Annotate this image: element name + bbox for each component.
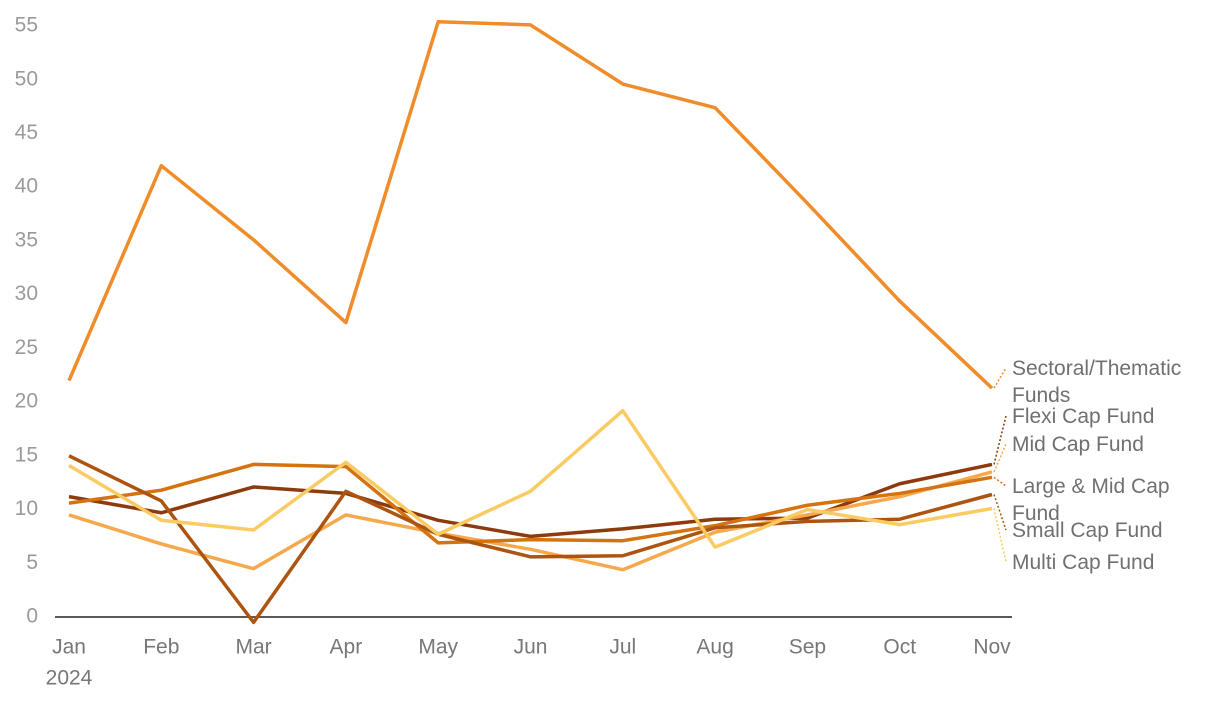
series-label: Flexi Cap Fund [1012, 405, 1155, 428]
x-year-label: 2024 [46, 667, 93, 690]
x-tick-label: Jun [514, 636, 548, 659]
series-label: Sectoral/Thematic Funds [1012, 357, 1182, 407]
series-line [68, 454, 993, 625]
leader-line [993, 476, 1007, 487]
x-tick-label: Feb [143, 636, 179, 659]
y-tick-label: 45 [15, 121, 38, 144]
y-tick-label: 40 [15, 175, 38, 198]
leader-line [993, 415, 1007, 465]
y-tick-label: 50 [15, 67, 38, 90]
series-line [67, 19, 994, 390]
leader-line [993, 443, 1007, 473]
x-tick-label: Jul [609, 636, 636, 659]
x-tick-label: Apr [330, 636, 363, 659]
x-tick-label: May [418, 636, 458, 659]
x-tick-label: Jan [52, 636, 86, 659]
y-tick-label: 15 [15, 443, 38, 466]
series-line [68, 408, 993, 549]
y-tick-label: 20 [15, 390, 38, 413]
y-tick-label: 30 [15, 282, 38, 305]
y-tick-label: 0 [26, 605, 38, 628]
series-label: Multi Cap Fund [1012, 551, 1155, 574]
x-tick-label: Mar [236, 636, 272, 659]
x-tick-label: Sep [789, 636, 826, 659]
y-tick-label: 5 [26, 551, 38, 574]
y-tick-label: 55 [15, 14, 38, 37]
y-tick-label: 10 [15, 497, 38, 520]
y-tick-label: 35 [15, 228, 38, 251]
y-tick-label: 25 [15, 336, 38, 359]
series-label: Small Cap Fund [1012, 519, 1163, 542]
series-line [68, 462, 993, 539]
series-line [68, 462, 993, 545]
x-tick-label: Nov [973, 636, 1011, 659]
leader-line [993, 508, 1007, 563]
x-tick-label: Aug [696, 636, 733, 659]
leader-line [993, 494, 1007, 531]
x-tick-label: Oct [883, 636, 916, 659]
series-label: Large & Mid Cap Fund [1012, 475, 1170, 525]
series-label: Mid Cap Fund [1012, 433, 1144, 456]
series-line [68, 470, 993, 572]
leader-line [993, 367, 1007, 389]
